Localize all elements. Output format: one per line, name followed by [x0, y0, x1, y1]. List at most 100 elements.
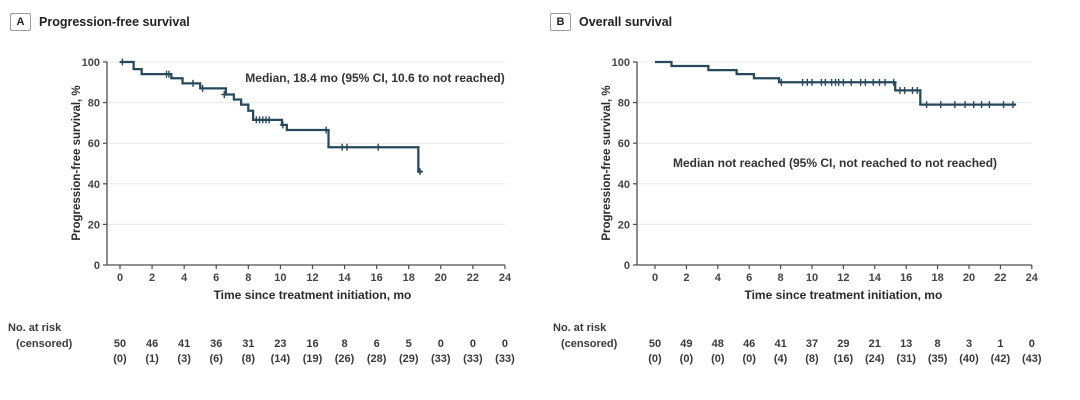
at-risk-value: 0 — [438, 338, 444, 350]
panel-overall-survival: B Overall survival 0 20 40 60 80 100 0 2 4 6 8 10 12… — [540, 0, 1080, 400]
y-tick-label: 100 — [82, 57, 100, 69]
panel-progression-free-survival: A Progression-free survival 0 20 40 60 80 100… — [8, 13, 515, 365]
censored-value: (29) — [399, 353, 419, 365]
censored-row-label: (censored) — [16, 338, 73, 350]
censored-value: (0) — [711, 353, 725, 365]
panel-b-title: Overall survival — [579, 15, 673, 29]
censored-value: (33) — [431, 353, 451, 365]
x-tick-label: 2 — [149, 272, 155, 284]
y-tick-label: 0 — [624, 260, 630, 272]
y-axis-title: Progression-free survival, % — [71, 85, 83, 240]
x-tick-label: 24 — [1026, 272, 1039, 284]
panel-a-title: Progression-free survival — [39, 15, 190, 29]
censored-value: (0) — [113, 353, 127, 365]
x-tick-label: 6 — [746, 272, 752, 284]
at-risk-row-label: No. at risk — [553, 322, 607, 334]
x-tick-label: 20 — [963, 272, 975, 284]
x-tick-label: 18 — [931, 272, 943, 284]
at-risk-value: 41 — [774, 338, 786, 350]
y-tick-label: 80 — [88, 98, 100, 110]
panel-a-letter-box: A — [10, 13, 31, 31]
x-tick-label: 24 — [499, 272, 512, 284]
x-tick-label: 10 — [806, 272, 818, 284]
x-tick-label: 16 — [900, 272, 912, 284]
censored-value: (1) — [145, 353, 159, 365]
x-tick-label: 6 — [213, 272, 219, 284]
at-risk-value: 8 — [935, 338, 941, 350]
km-curve — [655, 60, 1017, 106]
censored-value: (33) — [495, 353, 515, 365]
y-tick-label: 100 — [612, 57, 630, 69]
at-risk-value: 6 — [374, 338, 380, 350]
censored-value: (42) — [991, 353, 1011, 365]
x-tick-label: 8 — [245, 272, 251, 284]
censored-value: (16) — [834, 353, 854, 365]
x-tick-label: 20 — [435, 272, 447, 284]
censored-value: (0) — [742, 353, 756, 365]
x-tick-label: 14 — [869, 272, 882, 284]
at-risk-value: 16 — [306, 338, 318, 350]
at-risk-value: 0 — [470, 338, 476, 350]
at-risk-value: 50 — [649, 338, 661, 350]
x-tick-label: 22 — [467, 272, 479, 284]
censored-value: (24) — [865, 353, 885, 365]
at-risk-value: 29 — [837, 338, 849, 350]
x-tick-label: 12 — [837, 272, 849, 284]
median-annotation: Median, 18.4 mo (95% CI, 10.6 to not rea… — [245, 71, 504, 85]
y-tick-label: 40 — [88, 179, 100, 191]
at-risk-value: 0 — [1029, 338, 1035, 350]
censored-value: (0) — [648, 353, 662, 365]
at-risk-value: 8 — [341, 338, 347, 350]
y-tick-label: 20 — [618, 219, 630, 231]
x-tick-label: 12 — [306, 272, 318, 284]
at-risk-value: 23 — [274, 338, 286, 350]
median-annotation: Median not reached (95% CI, not reached … — [673, 156, 997, 170]
x-tick-label: 2 — [683, 272, 689, 284]
at-risk-value: 46 — [743, 338, 755, 350]
x-tick-label: 14 — [338, 272, 351, 284]
censored-value: (35) — [928, 353, 948, 365]
panel-b-letter-box: B — [550, 13, 571, 31]
at-risk-row-label: No. at risk — [8, 322, 62, 334]
x-tick-label: 8 — [778, 272, 784, 284]
at-risk-value: 0 — [502, 338, 508, 350]
x-tick-label: 0 — [117, 272, 123, 284]
y-tick-label: 20 — [88, 219, 100, 231]
censored-row-label: (censored) — [561, 338, 618, 350]
censored-value: (19) — [303, 353, 323, 365]
y-tick-label: 0 — [94, 260, 100, 272]
x-tick-label: 18 — [403, 272, 415, 284]
at-risk-value: 46 — [146, 338, 158, 350]
censored-value: (4) — [774, 353, 788, 365]
x-tick-label: 4 — [715, 272, 722, 284]
y-tick-label: 80 — [618, 98, 630, 110]
censored-value: (33) — [463, 353, 483, 365]
at-risk-value: 37 — [806, 338, 818, 350]
at-risk-value: 31 — [242, 338, 254, 350]
censored-value: (28) — [367, 353, 387, 365]
at-risk-value: 48 — [712, 338, 724, 350]
at-risk-value: 21 — [869, 338, 881, 350]
x-tick-label: 22 — [994, 272, 1006, 284]
censored-value: (43) — [1022, 353, 1042, 365]
y-tick-label: 60 — [618, 138, 630, 150]
at-risk-value: 50 — [114, 338, 126, 350]
at-risk-value: 13 — [900, 338, 912, 350]
y-tick-label: 60 — [88, 138, 100, 150]
x-tick-label: 4 — [181, 272, 188, 284]
censored-value: (14) — [271, 353, 291, 365]
censored-value: (3) — [177, 353, 191, 365]
x-axis-title: Time since treatment initiation, mo — [214, 288, 412, 302]
y-axis-title: Progression-free survival, % — [601, 85, 613, 240]
panel-a-header: A Progression-free survival — [10, 13, 190, 31]
at-risk-value: 1 — [997, 338, 1003, 350]
censored-value: (8) — [242, 353, 256, 365]
censored-value: (6) — [210, 353, 224, 365]
censored-value: (0) — [680, 353, 694, 365]
x-tick-label: 10 — [274, 272, 286, 284]
censored-value: (26) — [335, 353, 355, 365]
x-tick-label: 0 — [652, 272, 658, 284]
